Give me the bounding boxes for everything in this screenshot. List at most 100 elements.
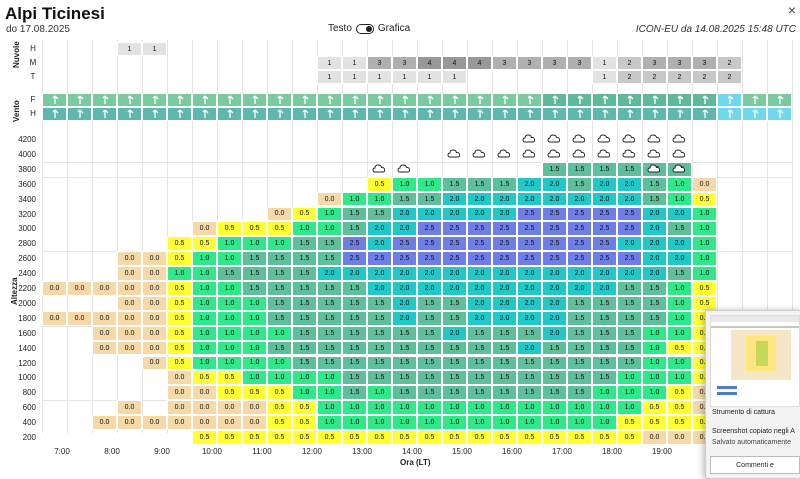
thermal-cell: 0.5: [342, 430, 367, 445]
wind-arrow-cell: [417, 107, 442, 121]
altitude-tick-label: 3800: [18, 164, 36, 174]
thermal-cell: 1.0: [317, 206, 342, 222]
thermal-cell: 1.5: [342, 355, 367, 371]
thermal-cell: 0.5: [192, 430, 217, 445]
thermal-cell: 2.0: [442, 325, 467, 341]
thermal-cell: 2.5: [517, 221, 542, 237]
wind-arrow-icon: [552, 109, 558, 118]
toggle-text-label[interactable]: Testo: [328, 23, 352, 34]
cloud-cover-cell: 1: [317, 70, 342, 84]
thermal-cell: 1.5: [517, 355, 542, 371]
toggle-switch[interactable]: [355, 23, 374, 34]
thermal-cell: 1.0: [342, 415, 367, 430]
thermal-cell: 1.5: [292, 281, 317, 296]
thermal-cell: 1.0: [642, 325, 667, 341]
wind-arrow-icon: [727, 95, 733, 104]
wind-arrow-icon: [377, 109, 383, 118]
thermal-cell: 0.5: [417, 430, 442, 445]
wind-arrow-cell: [67, 93, 92, 107]
wind-arrow-cell: [142, 93, 167, 107]
thermal-cell: 1.5: [667, 266, 692, 281]
thermal-cell: 1.5: [467, 385, 492, 401]
cloud-cover-cell: 2: [717, 56, 742, 70]
screenshot-thumbnail[interactable]: [710, 315, 800, 407]
thermal-cell: 1.5: [592, 310, 617, 326]
notification-toast[interactable]: Strumento di cattura Screenshot copiato …: [705, 310, 800, 479]
thermal-cell: 2.5: [592, 236, 617, 252]
thermal-cell: 0.5: [292, 430, 317, 445]
cloud-cover-cell: 3: [642, 56, 667, 70]
cloud-cover-cell: 3: [367, 56, 392, 70]
grid-line: [767, 40, 768, 433]
thermal-cell: 2.0: [517, 176, 542, 192]
wind-arrow-icon: [752, 109, 758, 118]
thermal-cell: 0.5: [467, 430, 492, 445]
wind-arrow-icon: [352, 109, 358, 118]
thermal-cell: 1.5: [442, 310, 467, 326]
thermal-cell: 1.0: [267, 325, 292, 341]
toggle-chart-label[interactable]: Grafica: [377, 23, 411, 34]
thermal-cell: 1.0: [192, 251, 217, 267]
thermal-cell: 1.0: [392, 415, 417, 430]
cloud-cover-cell: 1: [117, 42, 142, 56]
thermal-cell: 1.5: [567, 176, 592, 192]
wind-arrow-cell: [592, 93, 617, 107]
thermal-cell: 2.5: [492, 221, 517, 237]
thermal-cell: 2.5: [542, 206, 567, 222]
thermal-cell: 1.0: [442, 415, 467, 430]
thermal-cell: 0.5: [267, 400, 292, 416]
thermal-cell: 1.5: [642, 310, 667, 326]
wind-arrow-icon: [52, 109, 58, 118]
wind-arrow-icon: [752, 95, 758, 104]
thermal-cell: 0.5: [317, 430, 342, 445]
thermal-cell: 1.5: [367, 325, 392, 341]
thermal-cell: 1.5: [342, 295, 367, 311]
thermal-cell: 1.0: [442, 400, 467, 416]
thermal-cell: 2.0: [517, 295, 542, 311]
forecast-grid: Nuvole Vento Altezza H 1 1 M 1 1 3 3 4 4 4 3 3 3 3 1 2 3 3 3 2 T…: [10, 40, 793, 467]
thermal-cell: 1.5: [467, 340, 492, 356]
thermal-cell: 2.0: [392, 310, 417, 326]
thermal-cell: 0.0: [42, 310, 67, 326]
cloud-glyph: [647, 134, 661, 143]
thermal-cell: 2.5: [517, 206, 542, 222]
thermal-cell: 2.0: [417, 266, 442, 281]
thermal-cell: 2.0: [667, 251, 692, 267]
toast-feedback-button[interactable]: Commenti e: [710, 456, 800, 474]
cloud-icon: [597, 147, 611, 161]
thermal-cell: 1.0: [392, 400, 417, 416]
view-toggle[interactable]: Testo Grafica: [328, 23, 410, 34]
close-icon[interactable]: ×: [787, 2, 796, 18]
wind-arrow-icon: [452, 95, 458, 104]
thermal-cell: 1.0: [667, 325, 692, 341]
wind-arrow-icon: [402, 95, 408, 104]
thermal-cell: 0.5: [642, 400, 667, 416]
thermal-cell: 2.0: [617, 266, 642, 281]
cloud-glyph: [572, 149, 586, 158]
page-title: Alpi Ticinesi: [5, 4, 105, 23]
thermal-cell: 1.0: [542, 415, 567, 430]
thermal-cell: 0.5: [667, 340, 692, 356]
thermal-cell: 0.0: [142, 415, 167, 430]
wind-arrow-icon: [227, 109, 233, 118]
thermal-cell: 2.0: [642, 236, 667, 252]
thumbnail-image: [711, 316, 799, 395]
cloud-cover-cell: 3: [542, 56, 567, 70]
wind-arrow-cell: [167, 107, 192, 121]
thermal-cell: 2.5: [492, 236, 517, 252]
cloud-cover-cell: 3: [567, 56, 592, 70]
thermal-cell: 1.0: [192, 310, 217, 326]
thermal-cell: 1.0: [692, 221, 717, 237]
altitude-tick-label: 2200: [18, 284, 36, 293]
cloud-icon: [547, 132, 561, 146]
thermal-cell: 0.5: [167, 236, 192, 252]
cloud-icon: [672, 162, 686, 176]
thermal-cell: 0.5: [392, 430, 417, 445]
altitude-tick-label: 3400: [18, 194, 36, 204]
wind-arrow-cell: [342, 93, 367, 107]
wind-arrow-icon: [777, 95, 783, 104]
altitude-tick-label: 3200: [18, 209, 36, 219]
cloud-glyph: [647, 149, 661, 158]
thermal-cell: 0.0: [142, 281, 167, 296]
thermal-cell: 2.0: [617, 236, 642, 252]
